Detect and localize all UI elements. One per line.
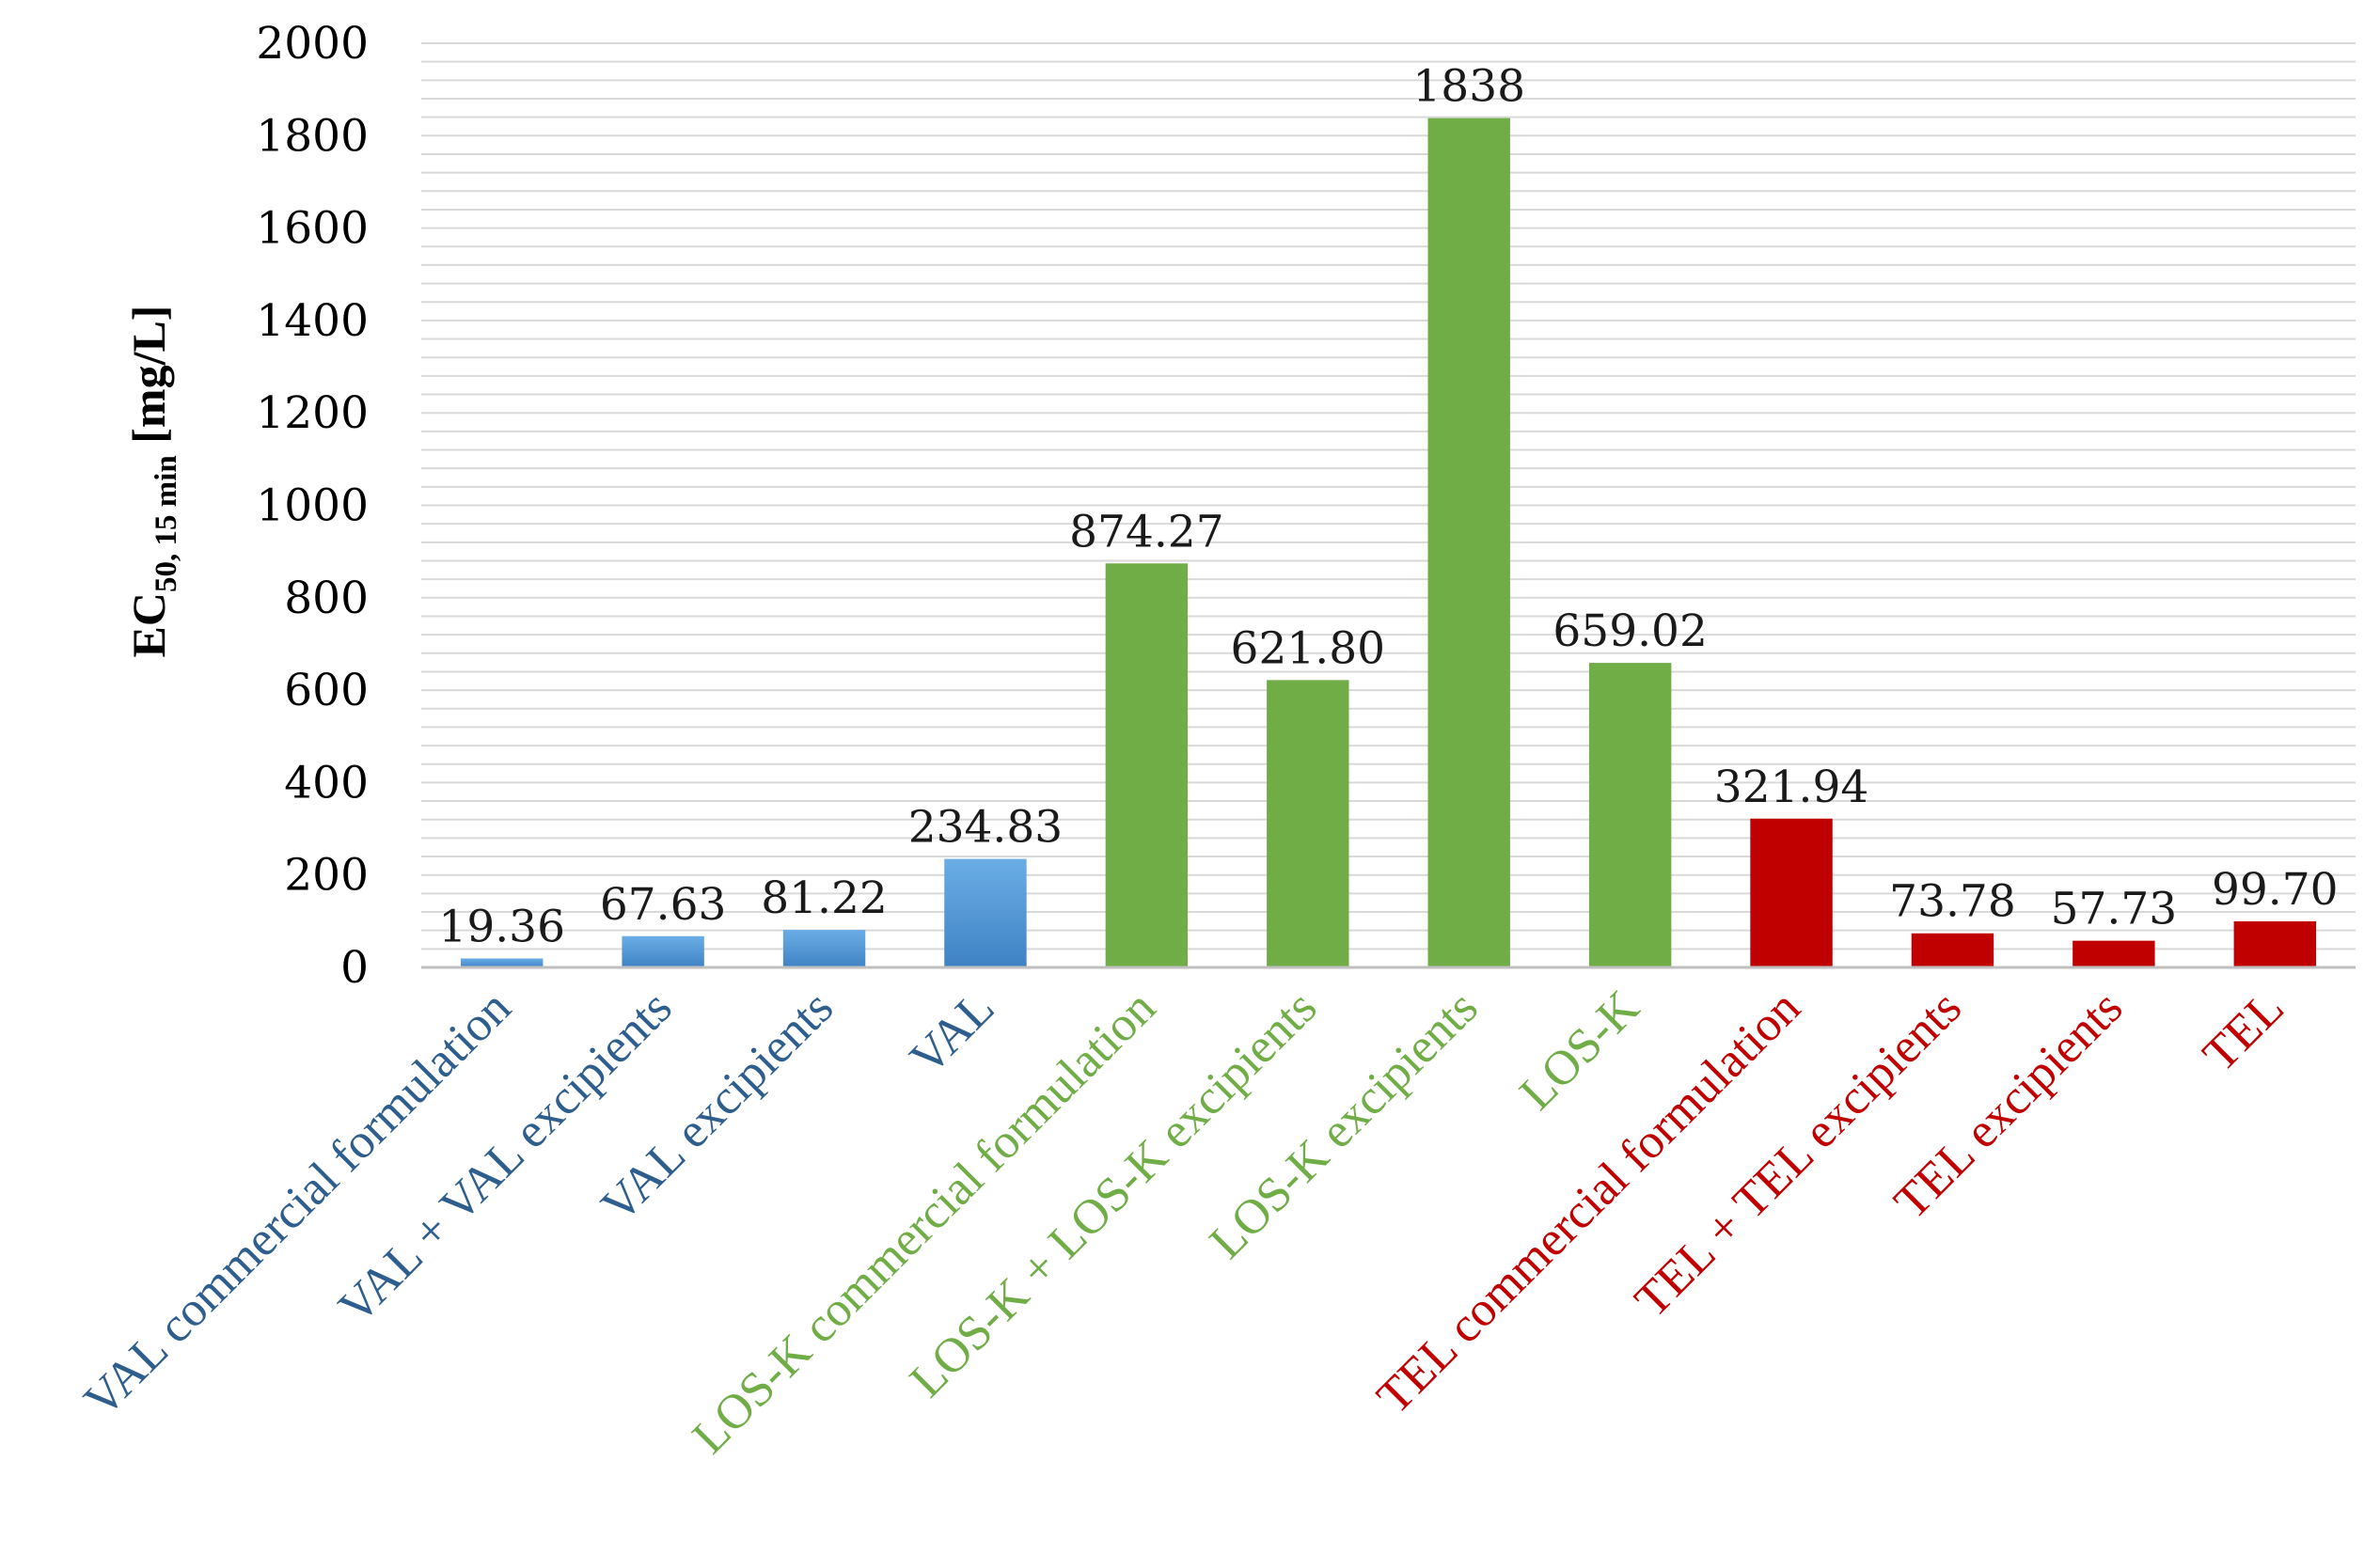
bar <box>944 858 1027 967</box>
category-label: LOS-K <box>1510 981 1650 1121</box>
category-label: TEL <box>2193 981 2294 1082</box>
data-label: 234.83 <box>908 802 1063 854</box>
y-axis-title-unit: [mg/L] <box>122 306 175 456</box>
y-tick-label: 200 <box>284 850 369 902</box>
y-axis-title-subscript: 50, 15 min <box>150 455 183 592</box>
data-labels: 19.36 67.63 81.22 234.83 874.27 621.80 1838 659… <box>438 61 2338 953</box>
bar <box>1105 563 1189 967</box>
bar <box>782 930 866 967</box>
y-tick-label: 400 <box>284 757 369 809</box>
y-tick-labels: 0 200 400 600 800 1000 1200 1400 1600 1800 2000 <box>256 18 369 994</box>
bar <box>622 935 704 967</box>
data-label: 67.63 <box>600 879 727 931</box>
y-axis-title-main: EC <box>122 592 175 657</box>
bar <box>1750 818 1833 967</box>
data-label: 1838 <box>1412 61 1525 113</box>
y-tick-label: 1400 <box>256 295 369 347</box>
y-tick-label: 0 <box>340 942 369 994</box>
bar <box>1427 118 1510 968</box>
bar <box>460 958 544 967</box>
category-label: TEL + TEL excipients <box>1625 981 1972 1327</box>
data-label: 874.27 <box>1069 506 1223 558</box>
data-label: 57.73 <box>2051 884 2178 935</box>
y-tick-label: 800 <box>284 573 369 624</box>
bars <box>460 118 2317 968</box>
y-axis-title: EC50, 15 min [mg/L] <box>122 306 183 658</box>
y-tick-label: 2000 <box>256 18 369 70</box>
y-tick-label: 600 <box>284 665 369 716</box>
data-label: 621.80 <box>1231 622 1385 674</box>
y-tick-label: 1000 <box>256 480 369 532</box>
y-tick-label: 1800 <box>256 110 369 162</box>
data-label: 99.70 <box>2212 864 2339 916</box>
data-label: 659.02 <box>1553 605 1707 657</box>
data-label: 81.22 <box>761 872 888 924</box>
bar <box>2073 940 2155 967</box>
y-tick-label: 1200 <box>256 387 369 439</box>
data-label: 73.78 <box>1889 876 2016 928</box>
data-label: 19.36 <box>438 901 565 952</box>
category-label: LOS-K excipients <box>1200 981 1489 1269</box>
gridlines <box>421 42 2356 950</box>
bar <box>2233 920 2317 967</box>
bar <box>1911 933 1994 967</box>
category-label: VAL <box>900 981 1004 1085</box>
data-label: 321.94 <box>1714 762 1868 813</box>
bar <box>1267 680 1349 967</box>
bar <box>1588 663 1672 967</box>
y-tick-label: 1600 <box>256 203 369 255</box>
